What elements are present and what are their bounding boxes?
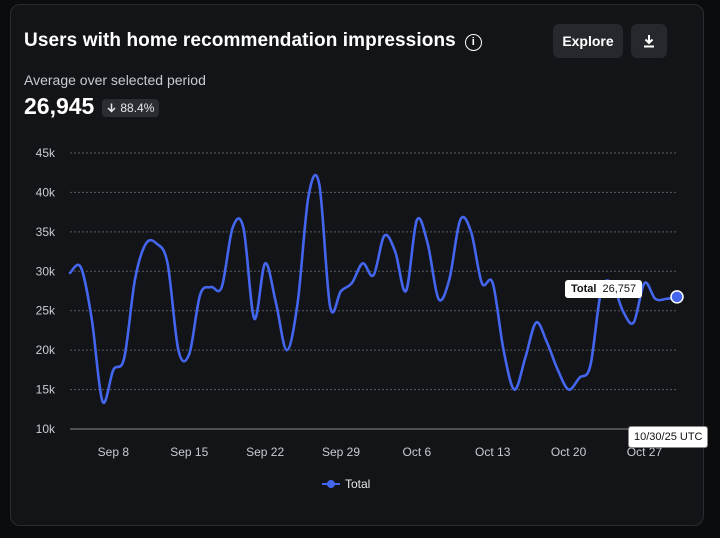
x-tick-label: Sep 29	[322, 445, 360, 459]
legend[interactable]: Total	[322, 477, 370, 491]
x-tick-label: Sep 15	[170, 445, 208, 459]
info-icon[interactable]: i	[464, 33, 482, 51]
y-tick-label: 30k	[36, 264, 56, 278]
y-tick-label: 40k	[36, 185, 56, 199]
explore-button[interactable]: Explore	[553, 24, 623, 58]
series-line-total	[68, 173, 679, 405]
download-button[interactable]	[631, 24, 667, 58]
download-icon	[644, 35, 654, 48]
hover-date: 10/30/25 UTC	[628, 426, 709, 448]
legend-swatch	[322, 479, 340, 489]
x-tick-label: Sep 8	[98, 445, 130, 459]
y-tick-label: 25k	[36, 304, 56, 318]
x-tick-label: Sep 22	[246, 445, 284, 459]
arrow-down-icon	[107, 103, 116, 113]
summary-row: 26,945 88.4%	[24, 93, 160, 120]
legend-label: Total	[345, 477, 371, 491]
tooltip-label: Total	[571, 283, 597, 295]
title-row: Users with home recommendation impressio…	[24, 30, 482, 52]
delta-value: 88.4%	[120, 100, 155, 115]
chart-card	[10, 4, 704, 526]
y-tick-label: 20k	[36, 343, 56, 357]
summary-subtitle: Average over selected period	[24, 72, 206, 88]
tooltip: Total 26,757	[565, 280, 643, 298]
x-tick-label: Oct 6	[403, 445, 432, 459]
summary-value: 26,945	[24, 93, 95, 119]
chart-title: Users with home recommendation impressio…	[24, 30, 456, 51]
y-tick-label: 35k	[36, 225, 56, 239]
y-tick-label: 15k	[36, 383, 56, 397]
delta-badge: 88.4%	[102, 98, 160, 117]
x-tick-label: Oct 27	[627, 445, 663, 459]
x-tick-label: Oct 13	[475, 445, 511, 459]
y-tick-label: 45k	[36, 146, 56, 160]
tooltip-value: 26,757	[602, 283, 637, 295]
x-tick-label: Oct 20	[551, 445, 587, 459]
hover-point[interactable]	[670, 290, 684, 304]
y-tick-label: 10k	[36, 422, 56, 436]
